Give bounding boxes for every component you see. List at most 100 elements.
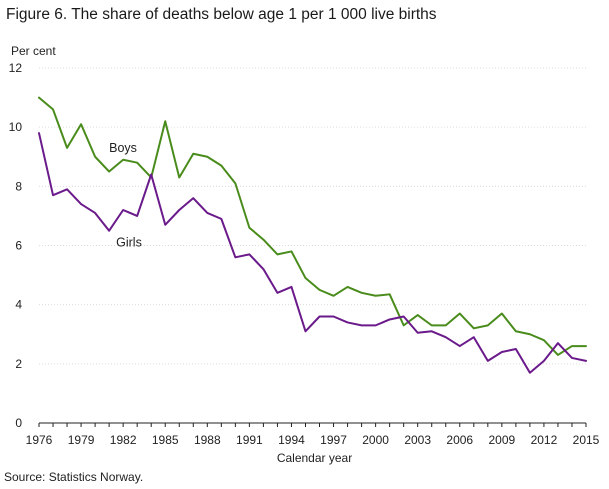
data-point-girls [192, 197, 194, 199]
y-tick-label: 10 [9, 120, 23, 134]
data-point-boys [164, 120, 166, 122]
data-point-girls [571, 357, 573, 359]
data-point-girls [346, 321, 348, 323]
data-point-boys [459, 312, 461, 314]
data-point-girls [585, 360, 587, 362]
data-point-boys [431, 324, 433, 326]
data-point-boys [557, 354, 559, 356]
data-point-boys [473, 327, 475, 329]
data-point-boys [571, 345, 573, 347]
data-point-boys [346, 286, 348, 288]
y-tick-label: 6 [15, 239, 22, 253]
data-point-boys [304, 277, 306, 279]
data-point-girls [220, 218, 222, 220]
data-point-girls [402, 315, 404, 317]
data-point-girls [459, 345, 461, 347]
x-tick-label: 2015 [573, 433, 600, 447]
x-axis-label: Calendar year [277, 451, 352, 465]
data-point-girls [557, 342, 559, 344]
chart-labels: 0 2 4 6 8 10 12 1976 1979 1982 1985 1988 1991 1994 199… [9, 44, 600, 465]
x-tick-label: 1982 [110, 433, 137, 447]
data-point-girls [431, 330, 433, 332]
data-point-girls [66, 188, 68, 190]
data-point-boys [66, 147, 68, 149]
data-point-boys [262, 238, 264, 240]
data-point-girls [374, 324, 376, 326]
axes [38, 422, 587, 427]
data-point-boys [360, 292, 362, 294]
y-axis-label: Per cent [11, 44, 56, 58]
data-point-girls [150, 173, 152, 175]
data-point-boys [80, 123, 82, 125]
data-point-boys [136, 161, 138, 163]
data-point-girls [416, 332, 418, 334]
data-point-girls [360, 324, 362, 326]
data-point-girls [515, 348, 517, 350]
data-point-girls [262, 268, 264, 270]
data-point-boys [52, 108, 54, 110]
data-point-boys [529, 333, 531, 335]
data-point-girls [94, 212, 96, 214]
data-point-girls [206, 212, 208, 214]
chart-source: Source: Statistics Norway. [4, 470, 144, 484]
series-line-girls [38, 132, 587, 374]
data-point-girls [122, 209, 124, 211]
x-tick-label: 1994 [278, 433, 305, 447]
data-point-boys [276, 253, 278, 255]
data-point-girls [276, 292, 278, 294]
data-point-boys [585, 345, 587, 347]
data-point-girls [388, 318, 390, 320]
data-point-boys [178, 176, 180, 178]
data-point-boys [122, 159, 124, 161]
data-point-girls [108, 230, 110, 232]
data-point-girls [318, 315, 320, 317]
data-point-boys [192, 153, 194, 155]
x-tick-label: 1985 [152, 433, 179, 447]
data-point-girls [543, 360, 545, 362]
data-point-boys [318, 289, 320, 291]
data-point-boys [501, 312, 503, 314]
data-point-girls [501, 351, 503, 353]
x-tick-label: 1991 [236, 433, 263, 447]
data-point-girls [529, 372, 531, 374]
y-tick-label: 12 [9, 61, 23, 75]
data-point-girls [38, 132, 40, 134]
data-point-girls [473, 336, 475, 338]
series-label-girls: Girls [116, 236, 142, 250]
data-point-boys [108, 170, 110, 172]
data-point-boys [445, 324, 447, 326]
data-point-boys [38, 96, 40, 98]
data-point-girls [234, 256, 236, 258]
x-tick-label: 1979 [68, 433, 95, 447]
data-point-girls [248, 253, 250, 255]
data-point-girls [52, 194, 54, 196]
data-point-boys [248, 227, 250, 229]
data-point-girls [136, 215, 138, 217]
data-point-boys [374, 295, 376, 297]
y-tick-label: 2 [15, 357, 22, 371]
x-tick-label: 2003 [404, 433, 431, 447]
data-point-boys [94, 156, 96, 158]
data-point-girls [80, 203, 82, 205]
y-tick-label: 8 [15, 179, 22, 193]
data-point-boys [290, 250, 292, 252]
data-point-boys [206, 156, 208, 158]
gridlines [39, 67, 586, 365]
series-lines [38, 96, 587, 374]
data-point-girls [290, 286, 292, 288]
data-point-girls [304, 330, 306, 332]
data-point-boys [543, 339, 545, 341]
data-point-boys [234, 182, 236, 184]
data-point-boys [487, 324, 489, 326]
x-tick-label: 1988 [194, 433, 221, 447]
x-tick-label: 2000 [362, 433, 389, 447]
data-point-boys [332, 295, 334, 297]
data-point-boys [402, 324, 404, 326]
series-label-boys: Boys [109, 141, 137, 155]
y-tick-label: 0 [15, 416, 22, 430]
data-point-girls [445, 336, 447, 338]
data-point-girls [332, 315, 334, 317]
data-point-boys [515, 330, 517, 332]
series-line-boys [38, 96, 587, 356]
